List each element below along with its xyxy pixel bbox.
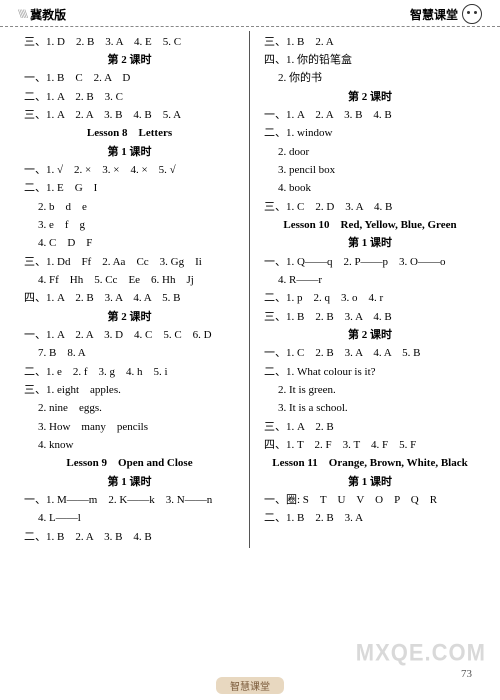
answer-line: 三、1. A 2. A 3. B 4. B 5. A — [24, 108, 235, 123]
page-number: 73 — [461, 668, 472, 680]
answer-line: 一、1. A 2. A 3. D 4. C 5. C 6. D — [24, 328, 235, 343]
answer-line: 一、1. M——m 2. K——k 3. N——n — [24, 493, 235, 508]
answer-line: 四、1. 你的铅笔盒 — [264, 53, 476, 68]
section-heading: 第 1 课时 — [264, 475, 476, 490]
section-heading: Lesson 10 Red, Yellow, Blue, Green — [264, 218, 476, 233]
section-heading: 第 2 课时 — [264, 90, 476, 105]
face-icon — [462, 4, 482, 24]
header-right: 智慧课堂 — [410, 4, 482, 24]
answer-line: 3. It is a school. — [264, 401, 476, 416]
answer-line: 2. 你的书 — [264, 71, 476, 86]
answer-line: 4. R——r — [264, 273, 476, 288]
answer-line: 三、1. B 2. B 3. A 4. B — [264, 310, 476, 325]
watermark: MXQE.COM — [356, 639, 486, 668]
answer-line: 7. B 8. A — [24, 346, 235, 361]
answer-line: 3. How many pencils — [24, 420, 235, 435]
answer-line: 三、1. B 2. A — [264, 35, 476, 50]
answer-line: 二、1. E G I — [24, 181, 235, 196]
answer-line: 三、1. Dd Ff 2. Aa Cc 3. Gg Ii — [24, 255, 235, 270]
left-column: 三、1. D 2. B 3. A 4. E 5. C 第 2 课时一、1. B C… — [18, 31, 250, 548]
answer-line: 二、1. window — [264, 126, 476, 141]
answer-line: 三、1. A 2. B — [264, 420, 476, 435]
answer-line: 二、1. B 2. B 3. A — [264, 511, 476, 526]
right-column: 三、1. B 2. A 四、1. 你的铅笔盒 2. 你的书第 2 课时一、1. A … — [250, 31, 482, 548]
answer-line: 一、圈: S T U V O P Q R — [264, 493, 476, 508]
section-heading: Lesson 9 Open and Close — [24, 456, 235, 471]
content-columns: 三、1. D 2. B 3. A 4. E 5. C第 2 课时一、1. B C… — [0, 31, 500, 548]
answer-line: 三、1. D 2. B 3. A 4. E 5. C — [24, 35, 235, 50]
answer-line: 二、1. p 2. q 3. o 4. r — [264, 291, 476, 306]
answer-line: 4. book — [264, 181, 476, 196]
section-heading: 第 1 课时 — [24, 475, 235, 490]
answer-line: 三、1. C 2. D 3. A 4. B — [264, 200, 476, 215]
answer-line: 三、1. eight apples. — [24, 383, 235, 398]
answer-line: 一、1. √ 2. × 3. × 4. × 5. √ — [24, 163, 235, 178]
answer-line: 3. pencil box — [264, 163, 476, 178]
brand-label: 智慧课堂 — [410, 6, 458, 23]
answer-line: 四、1. A 2. B 3. A 4. A 5. B — [24, 291, 235, 306]
answer-line: 二、1. What colour is it? — [264, 365, 476, 380]
answer-line: 2. door — [264, 145, 476, 160]
section-heading: Lesson 11 Orange, Brown, White, Black — [264, 456, 476, 471]
edition-label: 冀教版 — [30, 6, 66, 23]
answer-line: 2. It is green. — [264, 383, 476, 398]
bottom-tag: 智慧课堂 — [216, 677, 284, 694]
answer-line: 4. know — [24, 438, 235, 453]
answer-line: 4. Ff Hh 5. Cc Ee 6. Hh Jj — [24, 273, 235, 288]
answer-line: 一、1. A 2. A 3. B 4. B — [264, 108, 476, 123]
answer-line: 二、1. B 2. A 3. B 4. B — [24, 530, 235, 545]
answer-line: 一、1. B C 2. A D — [24, 71, 235, 86]
answer-line: 一、1. Q——q 2. P——p 3. O——o — [264, 255, 476, 270]
section-heading: 第 2 课时 — [264, 328, 476, 343]
section-heading: 第 2 课时 — [24, 310, 235, 325]
answer-line: 二、1. A 2. B 3. C — [24, 90, 235, 105]
page-header: \\\\\ 冀教版 智慧课堂 — [0, 0, 500, 27]
answer-line: 4. C D F — [24, 236, 235, 251]
section-heading: 第 2 课时 — [24, 53, 235, 68]
answer-line: 3. e f g — [24, 218, 235, 233]
answer-line: 4. L——l — [24, 511, 235, 526]
answer-line: 二、1. e 2. f 3. g 4. h 5. i — [24, 365, 235, 380]
answer-line: 四、1. T 2. F 3. T 4. F 5. F — [264, 438, 476, 453]
chevron-icon: \\\\\ — [18, 6, 26, 22]
answer-line: 2. b d e — [24, 200, 235, 215]
section-heading: Lesson 8 Letters — [24, 126, 235, 141]
answer-line: 2. nine eggs. — [24, 401, 235, 416]
answer-line: 一、1. C 2. B 3. A 4. A 5. B — [264, 346, 476, 361]
header-left: \\\\\ 冀教版 — [18, 6, 66, 23]
section-heading: 第 1 课时 — [24, 145, 235, 160]
section-heading: 第 1 课时 — [264, 236, 476, 251]
